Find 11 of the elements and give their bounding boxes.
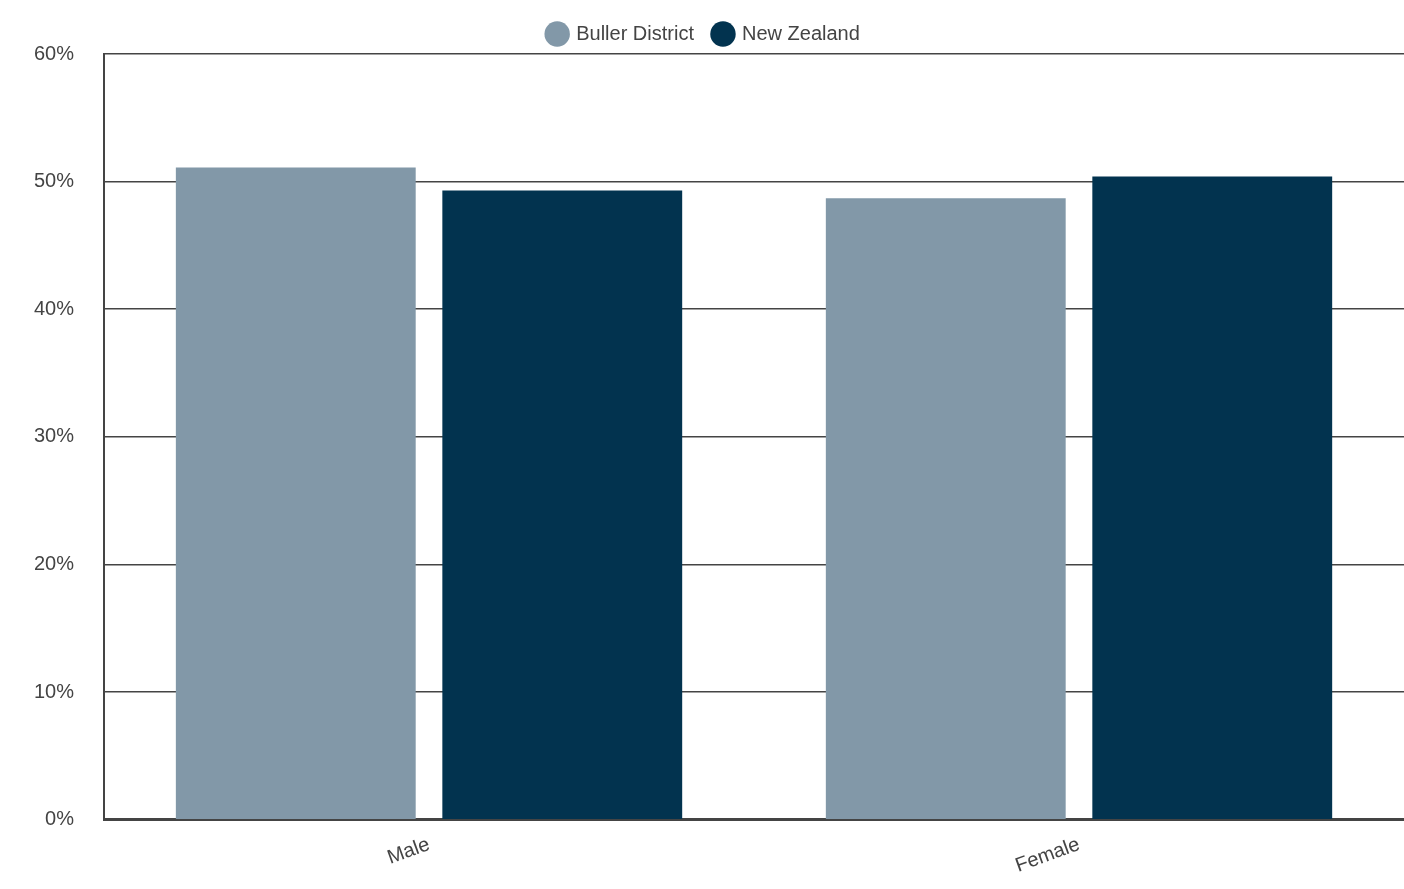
y-tick-label: 0%: [45, 807, 75, 830]
y-tick-label: 10%: [34, 679, 75, 702]
x-tick-label: Male: [384, 832, 433, 868]
x-tick-label: Female: [1012, 832, 1083, 876]
y-tick-label: 60%: [34, 41, 75, 64]
y-tick-label: 50%: [34, 169, 75, 192]
y-tick-label: 20%: [34, 551, 75, 574]
y-tick-label: 30%: [34, 424, 75, 447]
y-tick-label: 40%: [34, 296, 75, 319]
legend-label: New Zealand: [741, 21, 860, 44]
legend-label: Buller District: [576, 21, 695, 44]
